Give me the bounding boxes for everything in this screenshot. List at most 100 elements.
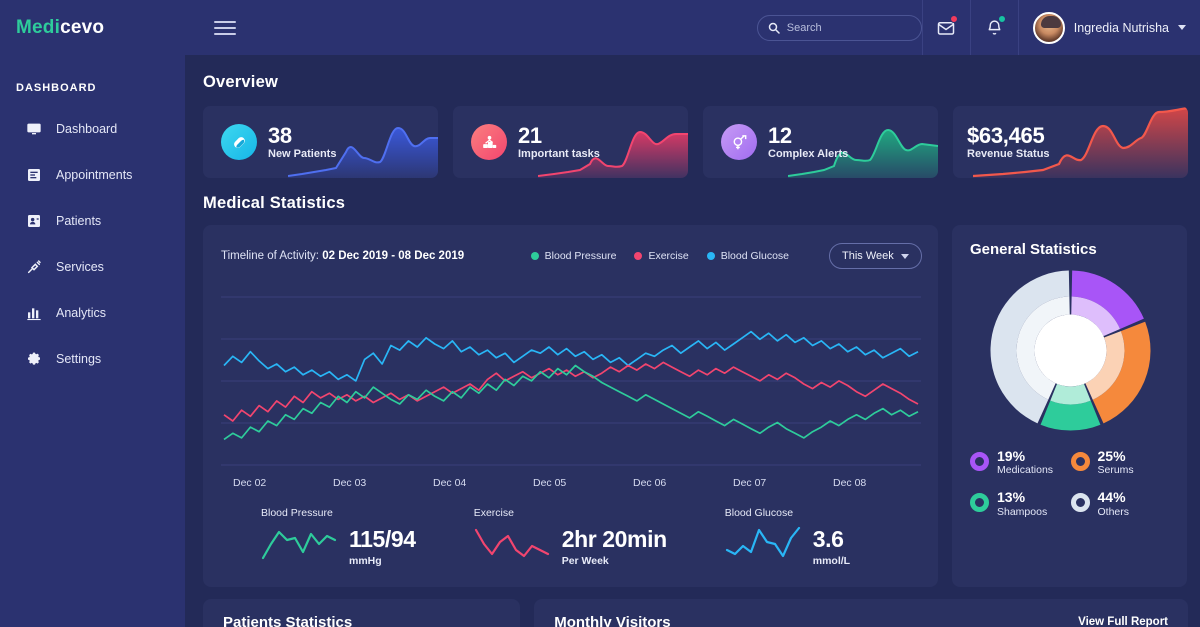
general-statistics-title: General Statistics [970,241,1097,258]
x-tick: Dec 08 [833,477,867,489]
x-tick: Dec 03 [333,477,367,489]
panels-row: Timeline of Activity: 02 Dec 2019 - 08 D… [203,225,1188,587]
sidebar-item-dashboard[interactable]: Dashboard [0,106,185,152]
stat-value: 38 [268,122,292,148]
sidebar-item-label: Dashboard [56,122,118,136]
sidebar: DASHBOARD Dashboard Appointments [0,55,185,627]
syringe-icon [27,260,41,274]
summary-unit: Per Week [561,555,609,567]
user-menu[interactable]: Ingredia Nutrisha [1017,0,1200,55]
stat-label: Important tasks [518,148,600,161]
sidebar-item-label: Services [56,260,104,274]
x-tick: Dec 06 [633,477,667,489]
medical-statistics-panel: Timeline of Activity: 02 Dec 2019 - 08 D… [203,225,938,587]
overview-cards: 38 New Patients [203,106,1188,178]
top-bar: Medicevo Search [0,0,1200,55]
search-icon [768,22,780,34]
chevron-down-icon [1178,25,1186,30]
summary-value: 115/94 [349,526,416,552]
legend-item-blood-pressure: Blood Pressure [530,250,617,262]
monthly-visitors-title: Monthly Visitors [554,613,671,627]
mini-sparkline-blood-pressure [261,530,337,560]
hamburger-icon[interactable] [214,17,237,39]
chart-x-axis: Dec 02 Dec 03 Dec 04 Dec 05 Dec 06 Dec 0… [221,477,921,489]
summary-label: Exercise [473,507,514,519]
summary-blood-glucose: Blood Glucose 3.6 mmol/L [725,507,850,567]
page-title: Overview [203,73,278,91]
mini-sparkline-exercise [474,528,549,558]
stat-card-new-patients[interactable]: 38 New Patients [203,106,438,178]
legend-percent: 44% [1097,489,1126,506]
legend-label: Serums [1097,464,1134,477]
user-name: Ingredia Nutrisha [1073,20,1169,35]
legend-item-exercise: Exercise [634,250,689,262]
legend-percent: 25% [1097,448,1126,464]
sidebar-item-settings[interactable]: Settings [0,336,185,382]
contact-card-icon [28,215,40,227]
legend-dot [530,252,539,260]
sidebar-item-patients[interactable]: Patients [0,198,185,244]
notifications-button[interactable] [969,0,1018,55]
ring-icon [1070,452,1090,471]
timeline-label: Timeline of Activity: 02 Dec 2019 - 08 D… [221,250,464,262]
sidebar-item-label: Appointments [56,168,133,182]
sidebar-item-services[interactable]: Services [0,244,185,290]
legend-item-others: 44% Others [1070,489,1172,518]
chevron-down-icon [901,253,909,259]
legend-dot [634,252,643,260]
main-content: Overview 38 New Patients [185,55,1200,627]
x-tick: Dec 04 [433,477,467,489]
legend-item-serums: 25% Serums [1070,448,1172,477]
sparkline-complex-alerts [788,128,938,178]
bottom-cards: Patients Statistics Monthly Visitors Vie… [203,599,1188,627]
bell-icon [988,20,1001,35]
general-statistics-panel: General Statistics 19% Medications [952,225,1187,587]
legend-label: Shampoos [997,505,1048,518]
time-range-select[interactable]: This Week [829,243,922,269]
messages-badge [949,15,958,23]
mini-sparkline-blood-glucose [725,526,800,558]
brand-logo-part1: Medi [16,16,61,38]
chart-legend: Blood Pressure Exercise Blood Glucose Th… [530,243,922,269]
x-tick: Dec 05 [533,477,567,489]
legend-label: Blood Glucose [720,250,789,262]
gear-icon [28,352,40,365]
sidebar-item-label: Analytics [56,306,107,320]
ring-icon [970,452,989,471]
gender-icon [721,124,757,160]
legend-item-blood-glucose: Blood Glucose [706,250,789,262]
x-tick: Dec 07 [733,477,767,489]
stat-label: New Patients [268,148,337,161]
stat-card-important-tasks[interactable]: 21 Important tasks [453,106,688,178]
legend-label: Blood Pressure [544,250,617,262]
summary-value: 3.6 [812,526,844,552]
search-input[interactable]: Search [756,14,922,41]
notifications-badge [997,15,1006,23]
brand-logo[interactable]: Medicevo [16,17,104,39]
monthly-visitors-card: Monthly Visitors View Full Report [534,599,1188,627]
sidebar-item-analytics[interactable]: Analytics [0,290,185,336]
bar-chart-icon [27,308,41,321]
stat-value: 12 [768,122,792,148]
sidebar-item-label: Patients [56,214,102,228]
view-full-report-link[interactable]: View Full Report [1078,616,1168,627]
avatar [1032,11,1065,44]
stat-card-revenue[interactable]: $63,465 Revenue Status [953,106,1188,178]
messages-button[interactable] [921,0,970,55]
sidebar-title: DASHBOARD [16,82,97,94]
summary-exercise: Exercise 2hr 20min Per Week [474,507,667,567]
timeline-range: 02 Dec 2019 - 08 Dec 2019 [322,250,465,262]
sparkline-important-tasks [538,130,688,178]
legend-item-shampoos: 13% Shampoos [970,489,1071,518]
line-chart-svg [221,296,921,466]
stat-card-complex-alerts[interactable]: 12 Complex Alerts [703,106,938,178]
brand-logo-part2: cevo [60,16,105,38]
legend-label: Others [1097,505,1130,518]
summary-label: Blood Glucose [724,507,794,519]
sidebar-item-appointments[interactable]: Appointments [0,152,185,198]
legend-percent: 19% [997,448,1026,464]
time-range-value: This Week [842,250,894,262]
summary-metrics: Blood Pressure 115/94 mmHg Exercise [221,507,922,567]
chart-header: Timeline of Activity: 02 Dec 2019 - 08 D… [221,243,922,269]
donut-chart-svg [990,270,1151,431]
